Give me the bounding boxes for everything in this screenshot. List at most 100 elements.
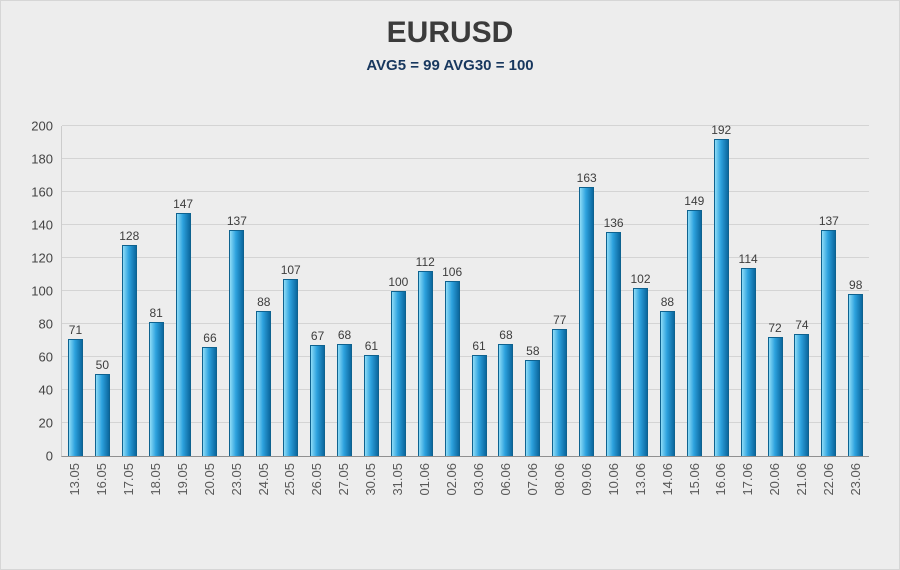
bar <box>94 373 110 456</box>
bar-column: 192 <box>708 123 735 456</box>
x-axis-label: 26.05 <box>303 463 330 525</box>
bar-column: 68 <box>331 126 358 456</box>
bar-value-label: 71 <box>68 322 83 337</box>
bar <box>794 333 810 456</box>
x-axis-label-text: 13.06 <box>632 463 648 496</box>
chart-title: EURUSD <box>386 16 514 49</box>
y-axis-tick-label: 200 <box>31 118 53 134</box>
x-axis-label: 27.05 <box>330 463 357 525</box>
bar-value-label: 137 <box>226 213 247 228</box>
x-axis-label-text: 31.05 <box>390 463 406 496</box>
x-axis-label-text: 20.06 <box>767 463 783 496</box>
x-axis-label-text: 20.05 <box>201 463 217 496</box>
bar-value-label: 112 <box>415 255 435 270</box>
bar-column: 137 <box>223 126 250 456</box>
bar-column: 128 <box>116 126 143 456</box>
x-axis-label-text: 17.05 <box>120 463 136 496</box>
x-axis-label-text: 21.06 <box>794 463 810 496</box>
bar-value-label: 61 <box>472 339 486 354</box>
gridline <box>62 257 869 258</box>
bar-value-label: 128 <box>119 228 140 243</box>
bar-column: 88 <box>250 126 277 456</box>
bar-value-label: 163 <box>576 171 597 186</box>
bar <box>310 345 326 456</box>
x-axis-label-text: 18.05 <box>147 463 163 496</box>
x-axis-label: 16.05 <box>88 463 115 525</box>
x-axis-label: 10.06 <box>600 463 627 525</box>
bar <box>256 310 272 456</box>
x-axis-label: 01.06 <box>411 463 438 525</box>
bar-column: 61 <box>358 126 385 456</box>
x-axis-label-text: 14.06 <box>659 463 675 496</box>
x-axis-label-text: 15.06 <box>686 463 702 496</box>
bar <box>767 337 783 456</box>
x-axis-label: 03.06 <box>465 463 492 525</box>
x-axis-label-text: 23.06 <box>848 463 864 496</box>
bar-column: 137 <box>815 126 842 456</box>
bar-column: 61 <box>466 126 493 456</box>
x-axis-label: 21.06 <box>788 463 815 525</box>
y-axis-tick-label: 20 <box>38 415 53 431</box>
y-axis-tick-label: 180 <box>31 151 53 167</box>
bar-column: 163 <box>573 126 600 456</box>
x-axis-label-text: 19.05 <box>174 463 190 496</box>
bar-column: 66 <box>197 126 224 456</box>
bar-column: 106 <box>439 126 466 456</box>
bar-column: 81 <box>143 126 170 456</box>
bar <box>417 271 433 456</box>
bar <box>363 355 379 456</box>
bar-column: 72 <box>762 126 789 456</box>
x-axis-label: 30.05 <box>357 463 384 525</box>
bar-value-label: 100 <box>388 275 409 289</box>
x-axis-label: 19.05 <box>169 463 196 525</box>
bar-column: 149 <box>681 126 708 456</box>
x-axis-label-text: 06.06 <box>497 463 513 496</box>
x-axis-label: 13.06 <box>627 463 654 525</box>
gridline <box>62 422 869 423</box>
x-axis-label: 20.06 <box>761 463 788 525</box>
bar-column: 136 <box>600 126 627 456</box>
bar <box>337 343 353 456</box>
x-axis-labels: 13.05 16.05 17.05 18.05 19.05 20.05 23.05 24.05… <box>61 463 869 525</box>
bar <box>713 139 729 456</box>
gridline <box>62 290 869 291</box>
x-axis-label-text: 01.06 <box>417 463 433 496</box>
x-axis-label: 17.06 <box>734 463 761 525</box>
bar-column: 58 <box>519 126 546 456</box>
bar <box>740 267 756 456</box>
gridline <box>62 389 869 390</box>
x-axis-label-text: 22.06 <box>821 463 837 496</box>
x-axis-label: 07.06 <box>519 463 546 525</box>
x-axis-label-text: 23.05 <box>228 463 244 496</box>
bar <box>471 355 487 456</box>
plot-area: 71 50 128 81 147 66 137 88 107 67 68 61 100 112 106 61 6… <box>31 119 869 464</box>
bar-column: 114 <box>735 126 762 456</box>
x-axis-label-text: 26.05 <box>309 463 325 496</box>
x-axis-label: 17.05 <box>115 463 142 525</box>
bar-value-label: 68 <box>499 327 513 342</box>
gridline <box>62 158 869 159</box>
x-axis-label: 06.06 <box>492 463 519 525</box>
y-axis-tick-label: 160 <box>31 184 53 200</box>
x-axis-label-text: 25.05 <box>282 463 298 496</box>
y-axis-tick-label: 80 <box>38 316 53 332</box>
bar-value-label: 192 <box>711 123 732 138</box>
bar-value-label: 66 <box>203 331 217 346</box>
x-axis-label: 09.06 <box>573 463 600 525</box>
y-axis-tick-label: 60 <box>38 349 53 365</box>
x-axis-label: 08.06 <box>546 463 573 525</box>
bar <box>659 310 675 456</box>
x-axis-label: 23.05 <box>223 463 250 525</box>
bar-value-label: 74 <box>795 317 809 332</box>
x-axis-label-text: 16.06 <box>713 463 729 496</box>
gridline <box>62 356 869 357</box>
bar-value-label: 147 <box>173 197 194 212</box>
x-axis-label: 16.06 <box>708 463 735 525</box>
bar-value-label: 58 <box>526 344 540 359</box>
x-axis-label-text: 27.05 <box>336 463 352 496</box>
bar-value-label: 88 <box>257 294 271 309</box>
x-axis-label-text: 10.06 <box>605 463 621 496</box>
gridline <box>62 125 869 126</box>
y-axis-tick-label: 140 <box>31 217 53 233</box>
